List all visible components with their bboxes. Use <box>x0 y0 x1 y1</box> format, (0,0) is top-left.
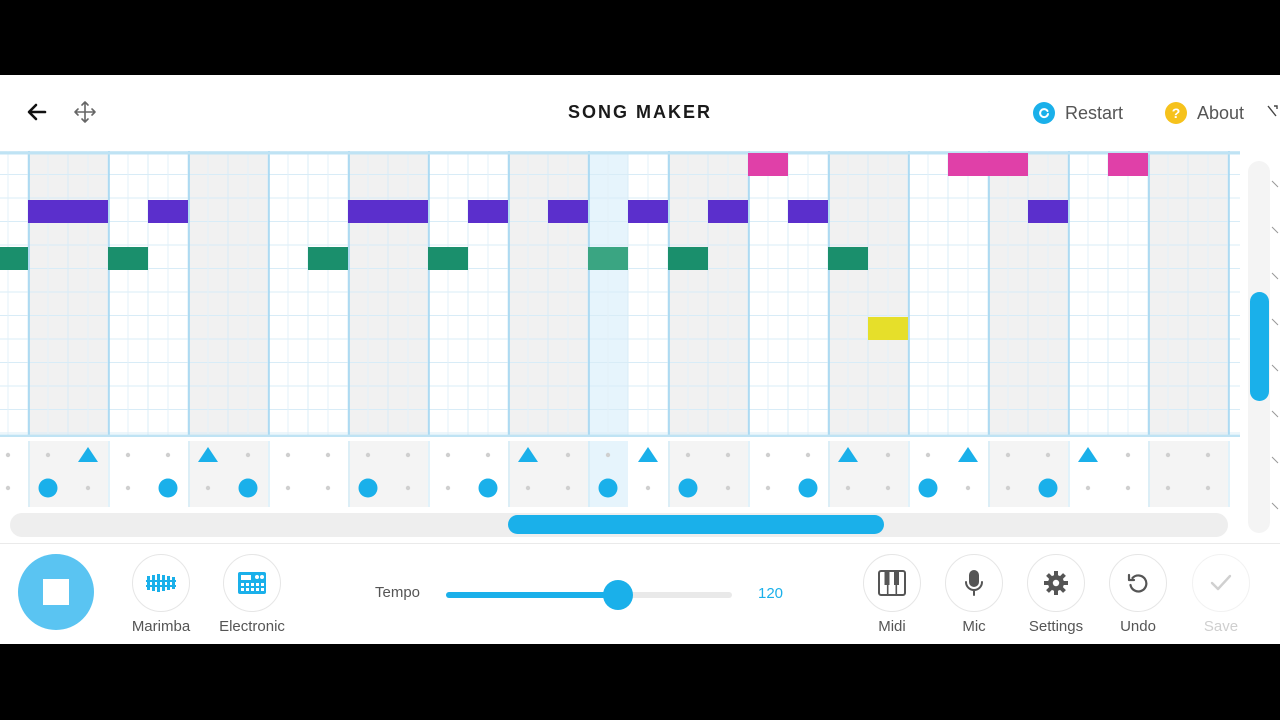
marimba-icon <box>146 574 176 592</box>
percussion-triangle[interactable] <box>518 447 538 462</box>
percussion-circle[interactable] <box>478 478 498 498</box>
note-block[interactable] <box>588 247 628 270</box>
note-block[interactable] <box>28 200 68 223</box>
marimba-label: Marimba <box>131 618 191 635</box>
move-arrows-icon[interactable] <box>70 97 100 127</box>
note-block[interactable] <box>708 200 748 223</box>
note-block[interactable] <box>108 247 148 270</box>
note-block[interactable] <box>788 200 828 223</box>
note-block[interactable] <box>1028 200 1068 223</box>
tempo-label: Tempo <box>375 584 421 601</box>
piano-keys-icon <box>878 570 906 596</box>
vertical-scrollbar-thumb[interactable] <box>1250 292 1269 401</box>
note-labels-edge <box>1271 180 1279 510</box>
undo-button[interactable]: Undo <box>1093 554 1183 635</box>
restart-button[interactable]: Restart <box>1033 100 1123 126</box>
note-block[interactable] <box>388 200 428 223</box>
note-block[interactable] <box>828 247 868 270</box>
electronic-instrument-button[interactable]: Electronic <box>207 554 297 635</box>
note-block[interactable] <box>148 200 188 223</box>
about-button[interactable]: ? About <box>1165 100 1244 126</box>
midi-button[interactable]: Midi <box>847 554 937 635</box>
percussion-circle[interactable] <box>918 478 938 498</box>
restart-icon <box>1033 102 1055 124</box>
percussion-circle[interactable] <box>798 478 818 498</box>
stop-icon <box>43 579 69 605</box>
percussion-triangle[interactable] <box>198 447 218 462</box>
undo-icon <box>1127 573 1148 593</box>
percussion-triangle[interactable] <box>838 447 858 462</box>
note-block[interactable] <box>668 247 708 270</box>
marimba-instrument-button[interactable]: Marimba <box>116 554 206 635</box>
percussion-triangle[interactable] <box>638 447 658 462</box>
melody-grid[interactable] <box>0 151 1240 437</box>
settings-label: Settings <box>1028 618 1084 635</box>
note-block[interactable] <box>428 247 468 270</box>
checkmark-icon <box>1210 574 1232 591</box>
tempo-slider-fill <box>446 592 618 598</box>
note-block[interactable] <box>868 317 908 340</box>
percussion-circle[interactable] <box>358 478 378 498</box>
mic-label: Mic <box>962 618 986 635</box>
microphone-icon <box>965 570 983 596</box>
electronic-label: Electronic <box>219 618 285 635</box>
note-block[interactable] <box>948 153 988 176</box>
about-icon: ? <box>1165 102 1187 124</box>
tempo-value: 120 <box>758 585 784 602</box>
gear-icon <box>1044 571 1068 595</box>
back-arrow-icon[interactable] <box>22 97 52 127</box>
header: SONG MAKER Restart ? About <box>0 75 1280 150</box>
save-label: Save <box>1203 618 1239 635</box>
fullscreen-icon[interactable] <box>1266 97 1280 127</box>
percussion-circle[interactable] <box>158 478 178 498</box>
note-block[interactable] <box>308 247 348 270</box>
note-block[interactable] <box>68 200 108 223</box>
note-block[interactable] <box>348 200 388 223</box>
percussion-triangle[interactable] <box>1078 447 1098 462</box>
page-title: SONG MAKER <box>567 102 712 122</box>
song-maker-app: SONG MAKER Restart ? About <box>0 75 1280 644</box>
note-block[interactable] <box>988 153 1028 176</box>
toolbar: Marimba Electronic Tempo 120 <box>0 543 1280 644</box>
stop-button[interactable] <box>18 554 94 630</box>
note-block[interactable] <box>548 200 588 223</box>
percussion-triangle[interactable] <box>78 447 98 462</box>
about-label: About <box>1197 102 1245 123</box>
note-block[interactable] <box>748 153 788 176</box>
tempo-slider-thumb[interactable] <box>602 580 633 610</box>
note-block[interactable] <box>468 200 508 223</box>
percussion-circle[interactable] <box>38 478 58 498</box>
note-block[interactable] <box>1108 153 1148 176</box>
restart-label: Restart <box>1065 102 1124 123</box>
note-block[interactable] <box>628 200 668 223</box>
percussion-grid[interactable] <box>0 441 1240 507</box>
settings-button[interactable]: Settings <box>1011 554 1101 635</box>
drum-machine-icon <box>238 572 266 594</box>
percussion-circle[interactable] <box>238 478 258 498</box>
save-button[interactable]: Save <box>1176 554 1266 635</box>
undo-label: Undo <box>1120 618 1156 635</box>
percussion-triangle[interactable] <box>958 447 978 462</box>
percussion-circle[interactable] <box>1038 478 1058 498</box>
percussion-circle[interactable] <box>678 478 698 498</box>
percussion-circle[interactable] <box>598 478 618 498</box>
midi-label: Midi <box>878 618 906 635</box>
horizontal-scrollbar-thumb[interactable] <box>508 515 884 534</box>
mic-button[interactable]: Mic <box>929 554 1019 635</box>
note-block[interactable] <box>0 247 28 270</box>
